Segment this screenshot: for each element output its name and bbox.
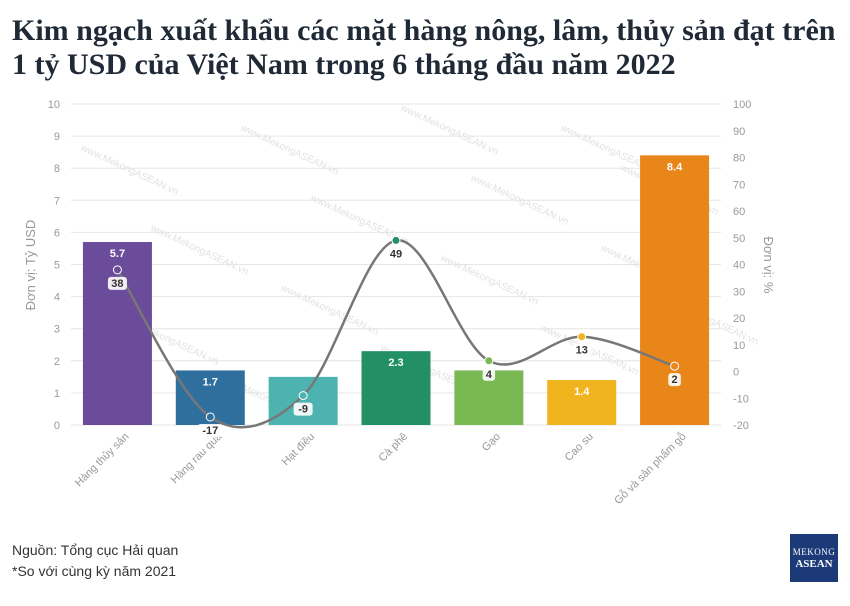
y2-tick-label: 50 xyxy=(733,233,745,245)
y-tick-label: 0 xyxy=(54,420,60,432)
line-value-label: 38 xyxy=(111,278,123,290)
y-tick-label: 9 xyxy=(54,131,60,143)
line-label-bg xyxy=(197,423,224,437)
title-line-2: 1 tỷ USD của Việt Nam trong 6 tháng đầu … xyxy=(12,48,676,81)
y-tick-label: 3 xyxy=(54,324,60,336)
source-text: Nguồn: Tổng cục Hải quan xyxy=(12,542,179,558)
y2-tick-label: -20 xyxy=(733,420,749,432)
x-tick-label: Hạt điều xyxy=(280,431,317,468)
bar-value-label: 1.4 xyxy=(574,386,590,398)
x-tick-label: Hàng rau quả xyxy=(169,430,225,486)
bar-value-label: 8.4 xyxy=(667,161,683,173)
line-value-label: 49 xyxy=(390,248,402,260)
line-value-label: -17 xyxy=(202,425,218,437)
line-label-bg xyxy=(572,343,592,357)
line-marker xyxy=(112,265,122,275)
bar-value-label: 5.7 xyxy=(110,248,125,260)
y2-tick-label: 90 xyxy=(733,126,745,138)
line-marker xyxy=(205,412,215,422)
line-label-bg xyxy=(386,247,406,261)
y2-tick-label: 100 xyxy=(733,99,751,111)
x-tick-label: Cao su xyxy=(563,431,596,464)
line-marker xyxy=(670,361,680,371)
growth-line xyxy=(116,239,675,429)
y2-tick-label: 60 xyxy=(733,206,745,218)
y-tick-label: 6 xyxy=(54,227,60,239)
y-axis-right: -20 -10 0 10 20 30 40 50 60 70 80 90 100 xyxy=(733,99,751,432)
y2-tick-label: 30 xyxy=(733,286,745,298)
y2-tick-label: 20 xyxy=(733,313,745,325)
y-axis-left: 0 1 2 3 4 5 6 7 8 9 10 xyxy=(48,99,60,432)
y-tick-label: 4 xyxy=(54,292,60,304)
x-tick-label: Cà phê xyxy=(377,431,411,465)
bar xyxy=(361,351,431,425)
bar-value-label: 2.3 xyxy=(388,357,403,369)
line-label-bg xyxy=(668,373,681,387)
watermark-text: www.MekongASEAN.vn xyxy=(148,222,250,277)
x-axis-labels: Hàng thủy sản Hàng rau quả Hạt điều Cà phê G… xyxy=(73,430,689,507)
x-tick-label: Gạo xyxy=(480,431,503,454)
y-tick-label: 10 xyxy=(48,99,60,111)
line-series: 38 -17 -9 49 4 13 2 xyxy=(107,235,681,437)
y2-tick-label: 70 xyxy=(733,179,745,191)
gridlines xyxy=(71,103,721,426)
title-line-1: Kim ngạch xuất khẩu các mặt hàng nông, l… xyxy=(12,14,836,47)
y-tick-label: 8 xyxy=(54,163,60,175)
chart-title: Kim ngạch xuất khẩu các mặt hàng nông, l… xyxy=(12,14,842,82)
y-tick-label: 2 xyxy=(54,356,60,368)
watermark-text: www.MekongASEAN.vn xyxy=(438,252,540,307)
y-axis-right-title: Đơn vị: % xyxy=(761,237,776,294)
watermark-text: www.MekongASEAN.vn xyxy=(238,122,340,177)
bar-value-label: 1.7 xyxy=(203,376,218,388)
line-value-label: 4 xyxy=(486,369,493,381)
line-label-bg xyxy=(107,276,127,290)
line-label-bg xyxy=(293,402,313,416)
y-tick-label: 7 xyxy=(54,195,60,207)
bar-series: 5.7 1.7 2.3 1.4 8.4 xyxy=(82,155,710,426)
x-tick-label: Gỗ và sản phẩm gỗ xyxy=(612,430,689,507)
logo-line-2: ASEAN xyxy=(795,557,833,570)
mekongasean-logo: MEKONG ASEAN xyxy=(790,534,838,582)
watermark-text: www.MekongASEAN.vn xyxy=(398,102,500,157)
line-marker xyxy=(391,235,401,245)
line-marker xyxy=(577,332,587,342)
y-tick-label: 5 xyxy=(54,260,60,272)
y2-tick-label: -10 xyxy=(733,393,749,405)
line-label-bg xyxy=(482,367,496,381)
line-marker xyxy=(298,391,308,401)
y-tick-label: 1 xyxy=(54,388,60,400)
y2-tick-label: 0 xyxy=(733,367,739,379)
footer: Nguồn: Tổng cục Hải quan *So với cùng kỳ… xyxy=(12,540,178,582)
y2-tick-label: 10 xyxy=(733,340,745,352)
y2-tick-label: 80 xyxy=(733,153,745,165)
watermark-text: www.MekongASEAN.vn xyxy=(78,142,180,197)
watermark-text: www.MekongASEAN.vn xyxy=(278,282,380,337)
logo-line-1: MEKONG xyxy=(792,546,836,557)
bar xyxy=(268,376,338,425)
line-value-label: 13 xyxy=(576,345,588,357)
note-text: *So với cùng kỳ năm 2021 xyxy=(12,563,177,579)
x-tick-label: Hàng thủy sản xyxy=(73,431,132,490)
y2-tick-label: 40 xyxy=(733,260,745,272)
line-marker xyxy=(484,356,494,366)
line-value-label: -9 xyxy=(298,404,308,416)
bar xyxy=(547,380,617,425)
y-axis-left-title: Đơn vị: Tỷ USD xyxy=(23,220,38,311)
line-value-label: 2 xyxy=(672,374,678,386)
